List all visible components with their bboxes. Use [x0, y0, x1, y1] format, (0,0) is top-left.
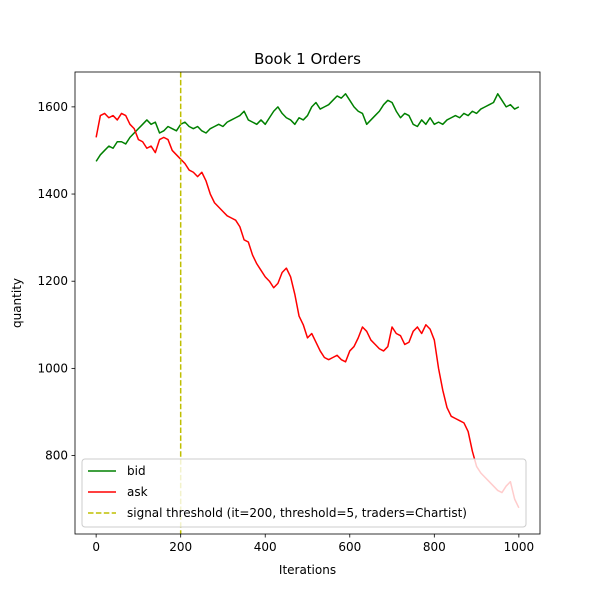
- y-tick-label: 1400: [37, 187, 68, 201]
- y-tick-label: 1600: [37, 100, 68, 114]
- legend-label: signal threshold (it=200, threshold=5, t…: [127, 506, 467, 520]
- x-tick-label: 600: [338, 540, 361, 554]
- legend-label: ask: [127, 485, 148, 499]
- y-tick-label: 800: [45, 449, 68, 463]
- chart-title: Book 1 Orders: [254, 50, 361, 68]
- series-line-ask: [95, 112, 520, 509]
- x-tick-label: 0: [92, 540, 100, 554]
- y-tick-label: 1200: [37, 274, 68, 288]
- legend: bid ask signal threshold (it=200, threshol…: [81, 458, 527, 528]
- x-tick-label: 1000: [504, 540, 535, 554]
- series-line-bid: [95, 93, 520, 162]
- legend-label: bid: [127, 464, 146, 478]
- x-axis-label: Iterations: [279, 563, 336, 577]
- x-tick-label: 400: [254, 540, 277, 554]
- axes-frame: [74, 71, 541, 535]
- y-tick-label: 1000: [37, 361, 68, 375]
- plot-area: [95, 72, 520, 534]
- x-tick-label: 200: [169, 540, 192, 554]
- legend-box: [81, 458, 527, 528]
- axes: 0 200 400 600 800 1000 800 1000 1200 1400 1600: [37, 71, 541, 554]
- x-tick-label: 800: [423, 540, 446, 554]
- y-axis-label: quantity: [10, 278, 24, 328]
